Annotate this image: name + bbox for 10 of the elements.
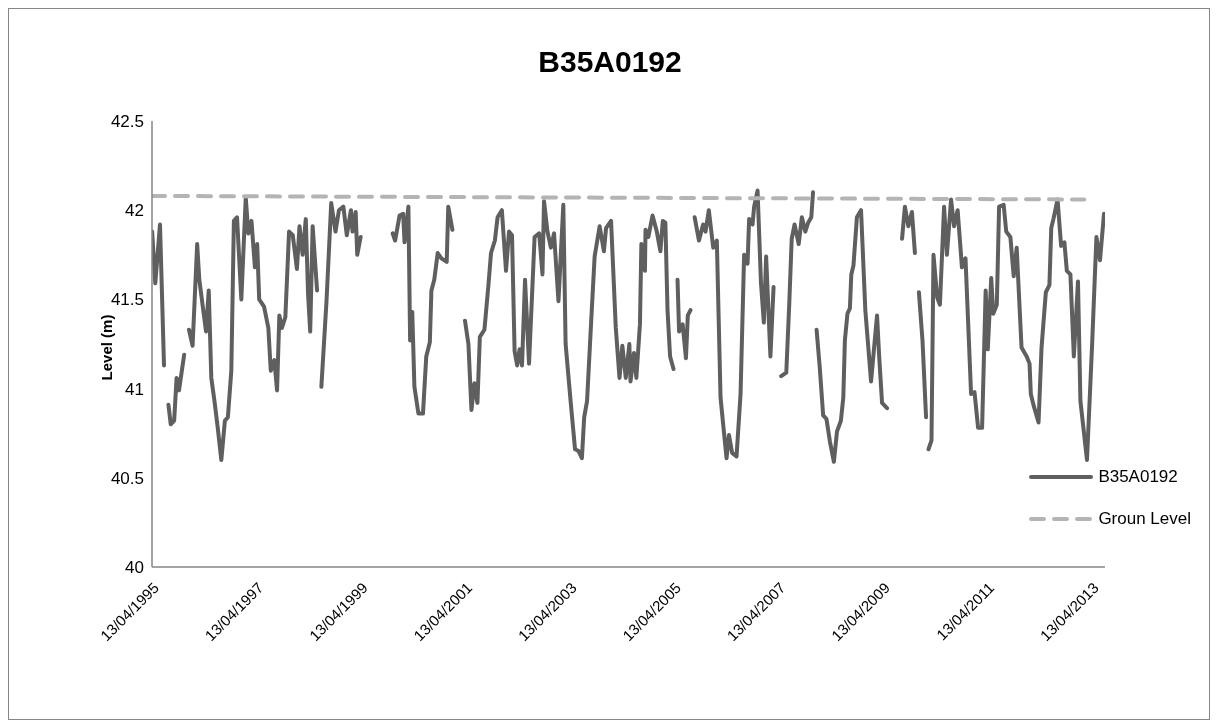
y-tick-label: 40 xyxy=(125,558,144,578)
y-tick-label: 42 xyxy=(125,201,144,221)
y-tick-label: 40.5 xyxy=(110,468,144,488)
y-axis-title: Level (m) xyxy=(97,314,115,381)
y-tick-label: 42.5 xyxy=(110,112,144,132)
chart-title: B35A0192 xyxy=(537,45,683,79)
y-tick-label: 41.5 xyxy=(110,290,144,310)
legend-label: Groun Level xyxy=(1098,509,1191,529)
legend-label: B35A0192 xyxy=(1098,467,1178,487)
y-tick-label: 41 xyxy=(125,379,144,399)
